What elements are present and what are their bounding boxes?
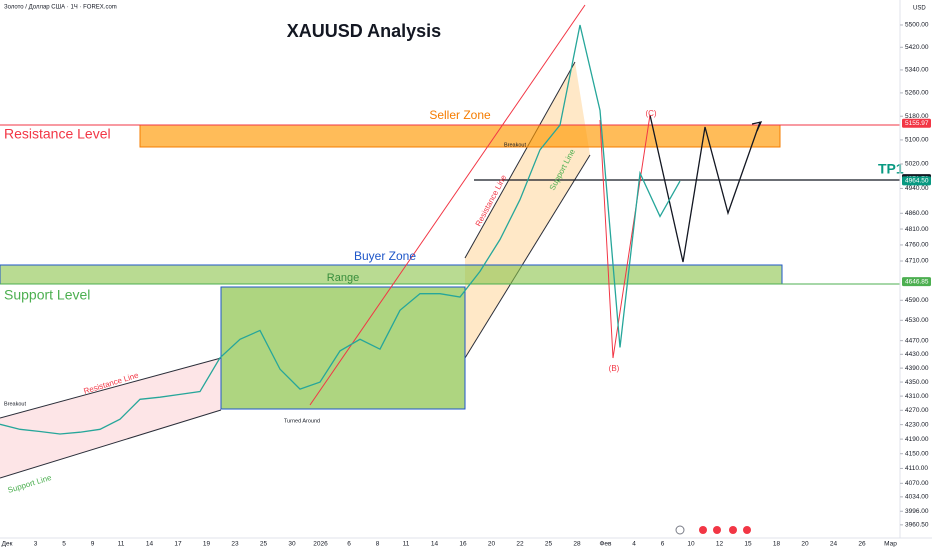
event-icon bbox=[675, 525, 685, 535]
y-tick-label: 4310.00 bbox=[905, 393, 929, 400]
annotation: (B) bbox=[609, 364, 620, 373]
x-tick-label: 24 bbox=[830, 541, 838, 548]
lower-channel bbox=[0, 358, 221, 478]
trend-line bbox=[309, 4, 586, 406]
x-tick-label: Мар bbox=[884, 541, 897, 548]
price-label-box bbox=[902, 176, 931, 186]
x-tick-label: 3 bbox=[34, 541, 38, 548]
x-tick-label: 26 bbox=[858, 541, 866, 548]
y-tick-label: 4150.00 bbox=[905, 450, 929, 457]
annotation: Turned Around bbox=[284, 418, 320, 424]
chart-title: XAUUSD Analysis bbox=[287, 21, 441, 41]
price-label: 5155.97 bbox=[905, 120, 929, 127]
x-tick-label: 11 bbox=[403, 541, 410, 548]
y-tick-label: 5100.00 bbox=[905, 137, 929, 144]
arrow-head bbox=[751, 121, 763, 132]
price-label-box bbox=[902, 118, 931, 128]
x-tick-label: 22 bbox=[516, 541, 524, 548]
x-tick-label: 28 bbox=[573, 541, 581, 548]
x-tick-label: 5 bbox=[62, 541, 66, 548]
x-tick-label: 11 bbox=[118, 541, 125, 548]
x-tick-label: 14 bbox=[146, 541, 154, 548]
y-tick-label: 4190.00 bbox=[905, 436, 929, 443]
annotation: Range bbox=[327, 272, 359, 284]
y-tick-label: 4940.00 bbox=[905, 185, 929, 192]
seller-zone bbox=[139, 124, 781, 148]
x-tick-label: 6 bbox=[347, 541, 351, 548]
y-tick-label: 5260.00 bbox=[905, 90, 929, 97]
event-icon bbox=[713, 526, 721, 534]
price-label: 4646.85 bbox=[905, 278, 929, 285]
event-icon bbox=[729, 526, 737, 534]
price-layer bbox=[0, 24, 681, 435]
y-tick-label: 5020.00 bbox=[905, 161, 929, 168]
y-tick-label: 3996.00 bbox=[905, 508, 929, 515]
y-tick-label: 4470.00 bbox=[905, 337, 929, 344]
x-tick-label: Дек bbox=[2, 541, 13, 548]
y-tick-label: 4070.00 bbox=[905, 480, 929, 487]
x-tick-label: 9 bbox=[91, 541, 95, 548]
y-tick-label: 4590.00 bbox=[905, 297, 929, 304]
price-line bbox=[0, 24, 681, 435]
y-tick-label: 4110.00 bbox=[905, 465, 928, 472]
x-tick-label: 25 bbox=[260, 541, 268, 548]
annotation: Resistance Level bbox=[4, 126, 111, 142]
buyer-box bbox=[220, 286, 466, 410]
x-tick-label: 15 bbox=[744, 541, 752, 548]
event-icon bbox=[743, 526, 751, 534]
y-tick-label: 4350.00 bbox=[905, 379, 929, 386]
y-tick-label: 4760.00 bbox=[905, 242, 929, 249]
channel-line bbox=[464, 154, 591, 359]
annotation: TP1 bbox=[878, 161, 904, 177]
y-tick-label: 4270.00 bbox=[905, 407, 929, 414]
y-tick-label: 5340.00 bbox=[905, 67, 929, 74]
x-tick-label: 20 bbox=[488, 541, 496, 548]
x-tick-label: 25 bbox=[545, 541, 553, 548]
x-tick-label: 16 bbox=[459, 541, 467, 548]
x-tick-label: 4 bbox=[632, 541, 636, 548]
channel-line bbox=[0, 357, 222, 419]
x-tick-label: 17 bbox=[174, 541, 182, 548]
annotation: Breakout bbox=[4, 401, 26, 407]
y-tick-label: 5500.00 bbox=[905, 22, 929, 29]
y-tick-label: 4860.00 bbox=[905, 210, 929, 217]
y-tick-label: 4530.00 bbox=[905, 317, 929, 324]
x-tick-label: 6 bbox=[661, 541, 665, 548]
range-zone bbox=[0, 264, 783, 285]
price-label: 4964.50 bbox=[905, 178, 929, 185]
event-icon bbox=[699, 526, 707, 534]
y-tick-label: 4810.00 bbox=[905, 226, 929, 233]
channel-line bbox=[464, 61, 576, 259]
y-tick-label: 3960.50 bbox=[905, 522, 929, 529]
annotation: (C) bbox=[645, 109, 656, 118]
x-tick-label: 2026 bbox=[313, 541, 328, 548]
y-tick-label: 5420.00 bbox=[905, 44, 929, 51]
x-tick-label: 20 bbox=[801, 541, 809, 548]
x-tick-label: 19 bbox=[203, 541, 211, 548]
annotation: Breakout bbox=[504, 142, 526, 148]
annotation: Support Level bbox=[4, 287, 90, 303]
y-tick-label: 4230.00 bbox=[905, 421, 929, 428]
x-tick-label: 18 bbox=[773, 541, 781, 548]
x-tick-label: Фев bbox=[599, 541, 612, 548]
symbol: Золото / Доллар США · 1Ч · FOREX.com bbox=[4, 5, 117, 11]
y-tick-label: 4034.00 bbox=[905, 494, 929, 501]
price-label-box bbox=[902, 277, 931, 287]
y-tick-label: 4430.00 bbox=[905, 351, 929, 358]
x-tick-label: 14 bbox=[431, 541, 439, 548]
currency: USD bbox=[913, 6, 926, 12]
annotation: Seller Zone bbox=[429, 108, 491, 122]
y-tick-label: 4710.00 bbox=[905, 258, 929, 265]
annotation: Buyer Zone bbox=[354, 249, 416, 263]
x-tick-label: 10 bbox=[687, 541, 695, 548]
y-tick-label: 5180.00 bbox=[905, 113, 929, 120]
y-tick-label: 4390.00 bbox=[905, 365, 929, 372]
x-tick-label: 30 bbox=[288, 541, 296, 548]
channel-line bbox=[0, 409, 222, 479]
x-tick-label: 8 bbox=[376, 541, 380, 548]
projection bbox=[649, 114, 761, 263]
x-tick-label: 12 bbox=[716, 541, 724, 548]
x-tick-label: 23 bbox=[231, 541, 239, 548]
